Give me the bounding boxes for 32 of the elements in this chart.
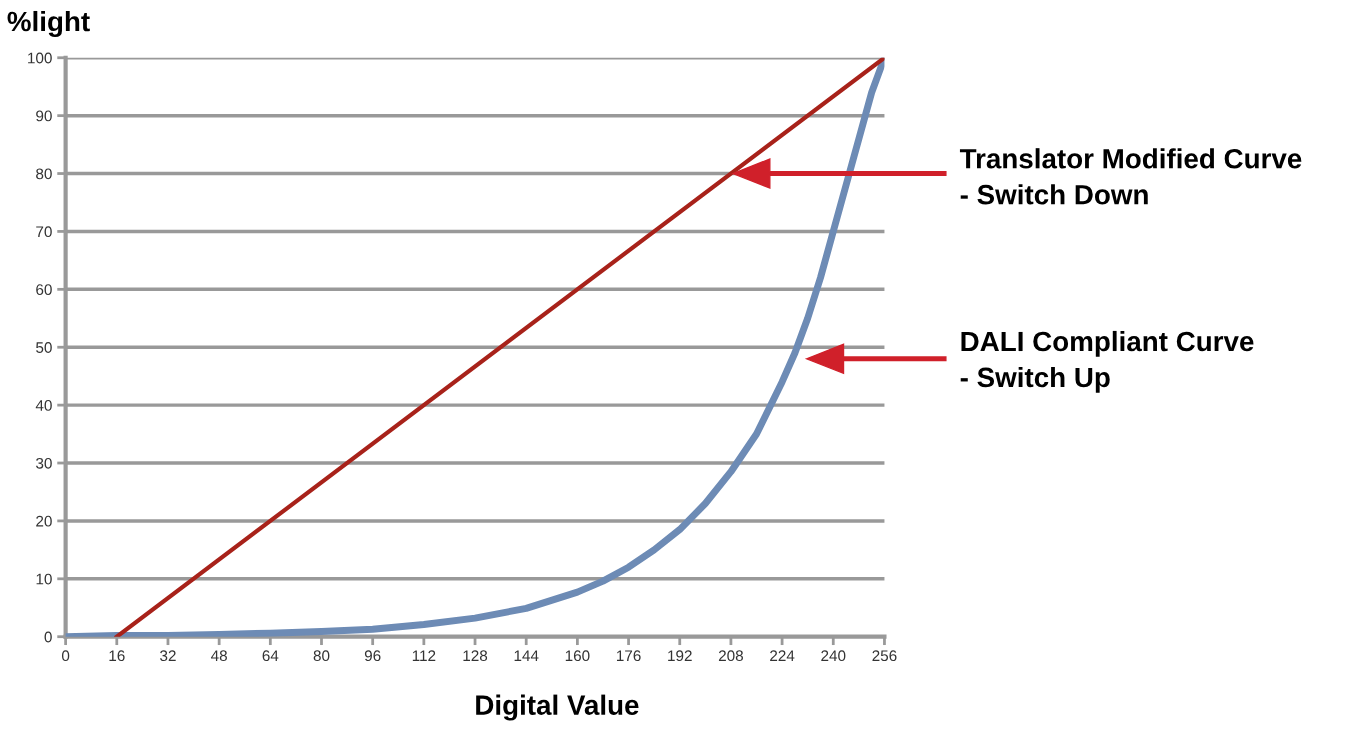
- text: DALI Compliant Curve - Switch Up: [960, 330, 1254, 393]
- x-tick-label: 32: [160, 650, 176, 662]
- y-tick-label: 30: [36, 457, 52, 469]
- x-tick-label: 256: [872, 650, 897, 662]
- x-axis-title: Digital Value: [476, 694, 639, 721]
- x-tick-label: 16: [109, 650, 125, 662]
- y-tick-label: 80: [36, 168, 52, 180]
- y-tick-label: 50: [36, 342, 52, 353]
- x-tick-label: 80: [313, 650, 330, 662]
- x-tick-label: 0: [61, 650, 70, 662]
- x-tick-label: 96: [364, 650, 381, 662]
- x-tick-label: 208: [718, 650, 743, 662]
- y-tick-label: 10: [36, 573, 52, 585]
- x-tick-label: 48: [211, 650, 227, 662]
- x-tick-label: 160: [565, 650, 590, 662]
- y-tick-label: 70: [36, 226, 52, 238]
- y-tick-label: 90: [36, 110, 52, 122]
- x-tick-label: 128: [463, 650, 488, 662]
- y-tick-label: 100: [28, 52, 52, 64]
- y-axis-title: %light: [7, 10, 90, 37]
- y-tick-label: 0: [44, 631, 52, 643]
- x-tick-label: 224: [770, 650, 795, 661]
- y-tick-label: 40: [35, 399, 52, 411]
- x-tick-label: 64: [262, 650, 279, 662]
- x-tick-label: 192: [668, 650, 692, 662]
- x-tick-label: 176: [616, 650, 641, 662]
- x-tick-label: 240: [821, 650, 846, 662]
- y-tick-label: 60: [36, 284, 52, 296]
- y-tick-label: 20: [36, 515, 52, 527]
- x-tick-label: 144: [514, 650, 539, 661]
- x-tick-label: 112: [412, 650, 436, 661]
- text: Translator Modified Curve - Switch Down: [959, 148, 1302, 205]
